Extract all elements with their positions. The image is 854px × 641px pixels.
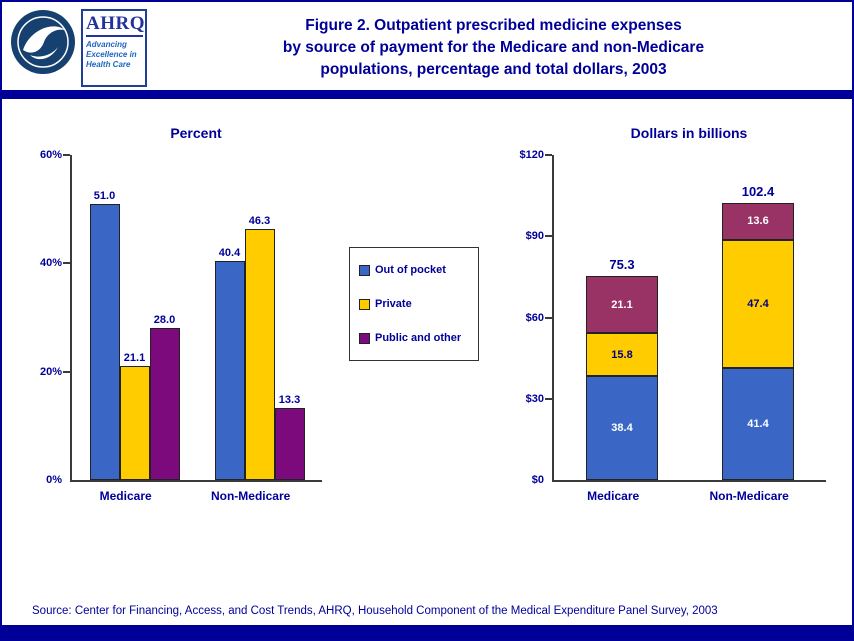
chart-body: $0 $30 $60 $90 $120 75.3 21.1 15.8 38.4 102.4 13.…: [506, 149, 826, 486]
y-axis: $0 $30 $60 $90 $120: [506, 149, 552, 486]
y-axis: 0% 20% 40% 60%: [28, 149, 70, 486]
chart-title: Dollars in billions: [630, 125, 748, 141]
source-note: Source: Center for Financing, Access, an…: [32, 605, 718, 617]
bar-value-label: 13.3: [278, 393, 301, 406]
x-axis-labels: Medicare Non-Medicare: [70, 489, 320, 503]
legend-label: Public and other: [375, 332, 462, 344]
bar-rect-out-of-pocket: [89, 203, 120, 480]
bar-value-label: 21.1: [123, 351, 146, 364]
bar-value-label: 46.3: [248, 215, 271, 228]
legend-swatch: [359, 298, 370, 310]
bar-rect-out-of-pocket: [214, 261, 245, 480]
top-divider-bar: [2, 90, 852, 99]
legend-label: Out of pocket: [375, 264, 446, 276]
segment-out-of-pocket: 38.4: [586, 376, 658, 480]
bar-rect-private: [244, 229, 275, 480]
bar-value-label: 51.0: [93, 189, 116, 202]
y-tick-label: $60: [525, 311, 544, 324]
y-tick-mark: [545, 235, 552, 238]
y-tick-label: 0%: [46, 474, 62, 486]
y-tick-label: 20%: [39, 365, 62, 378]
chart-body: 0% 20% 40% 60% 51.0 21.1 28.0 40.4 46.3 13.3: [28, 149, 322, 486]
chart-title: Percent: [170, 125, 222, 141]
bar-group-non-medicare: 40.4 46.3 13.3: [214, 215, 305, 480]
bar-non-medicare-private: 46.3: [244, 215, 275, 480]
stack-non-medicare: 13.6 47.4 41.4: [722, 202, 794, 480]
segment-private: 15.8: [586, 333, 658, 376]
segment-private: 47.4: [722, 239, 794, 368]
x-axis-label-non-medicare: Non-Medicare: [709, 489, 789, 503]
y-tick-label: 60%: [39, 149, 62, 161]
total-value-label: 102.4: [741, 183, 775, 199]
total-value-label: 75.3: [609, 257, 635, 273]
y-tick-mark: [545, 154, 552, 156]
plot-area: 51.0 21.1 28.0 40.4 46.3 13.3: [63, 154, 322, 482]
ahrq-logo: AHRQ Advancing Excellence in Health Care: [81, 9, 147, 87]
legend-swatch: [359, 332, 370, 344]
bar-value-label: 28.0: [153, 314, 176, 327]
bar-rect-public-and-other: [274, 407, 305, 480]
charts-area: Percent 0% 20% 40% 60% 51.0 21.1 28.0 40.4 46.3…: [2, 99, 852, 503]
legend-item-out-of-pocket: Out of pocket: [359, 264, 469, 276]
plot-area: 75.3 21.1 15.8 38.4 102.4 13.6 47.4 41.4: [545, 154, 826, 482]
ahrq-tagline-line: Excellence in: [86, 50, 137, 59]
logo-area: AHRQ Advancing Excellence in Health Care: [10, 9, 147, 87]
bar-rect-public-and-other: [149, 328, 180, 480]
x-axis-label-medicare: Medicare: [99, 489, 152, 503]
stacked-bar-non-medicare: 102.4 13.6 47.4 41.4: [722, 184, 794, 480]
bar-value-label: 40.4: [218, 247, 241, 260]
legend-item-private: Private: [359, 298, 469, 310]
figure-title: Figure 2. Outpatient prescribed medicine…: [147, 9, 840, 81]
header: AHRQ Advancing Excellence in Health Care…: [2, 2, 852, 90]
x-axis-label-non-medicare: Non-Medicare: [210, 489, 291, 503]
segment-public-and-other: 13.6: [722, 202, 794, 240]
y-tick-label: $0: [531, 474, 544, 486]
legend-item-public-and-other: Public and other: [359, 332, 469, 344]
x-axis-labels: Medicare Non-Medicare: [552, 489, 824, 503]
eagle-icon: [23, 26, 65, 53]
ahrq-tagline-line: Advancing: [86, 40, 127, 49]
bar-medicare-public-and-other: 28.0: [149, 314, 180, 480]
y-tick-mark: [63, 262, 70, 265]
stack-medicare: 21.1 15.8 38.4: [586, 276, 658, 480]
segment-out-of-pocket: 41.4: [722, 367, 794, 480]
percent-bar-chart: Percent 0% 20% 40% 60% 51.0 21.1 28.0 40.4 46.3…: [28, 125, 322, 503]
dollars-stacked-bar-chart: Dollars in billions $0 $30 $60 $90 $120 75.3…: [506, 125, 826, 503]
figure-title-line: by source of payment for the Medicare an…: [282, 39, 705, 56]
x-axis-label-medicare: Medicare: [587, 489, 640, 503]
legend: Out of pocket Private Public and other: [349, 247, 479, 361]
bar-medicare-out-of-pocket: 51.0: [89, 189, 120, 480]
y-tick-mark: [545, 316, 552, 319]
bar-non-medicare-out-of-pocket: 40.4: [214, 247, 245, 480]
ahrq-tagline-line: Health Care: [86, 60, 131, 69]
y-tick-mark: [545, 397, 552, 400]
bar-rect-private: [119, 365, 150, 480]
stacked-bar-medicare: 75.3 21.1 15.8 38.4: [586, 257, 658, 480]
y-tick-label: $30: [525, 392, 544, 405]
hhs-seal-logo: [11, 10, 75, 74]
figure-title-line: Figure 2. Outpatient prescribed medicine…: [305, 17, 682, 34]
bottom-divider-bar: [2, 625, 852, 639]
figure-title-line: populations, percentage and total dollar…: [320, 61, 667, 78]
segment-public-and-other: 21.1: [586, 276, 658, 334]
y-tick-label: $120: [519, 149, 544, 161]
legend-swatch: [359, 264, 370, 276]
bar-group-medicare: 51.0 21.1 28.0: [89, 189, 180, 480]
y-tick-label: $90: [525, 230, 544, 243]
y-tick-mark: [63, 154, 70, 156]
bar-medicare-private: 21.1: [119, 351, 150, 480]
legend-label: Private: [375, 298, 412, 310]
ahrq-acronym: AHRQ: [86, 14, 145, 37]
y-tick-label: 40%: [39, 257, 62, 270]
y-tick-mark: [63, 370, 70, 373]
bar-non-medicare-public-and-other: 13.3: [274, 393, 305, 480]
ahrq-tagline: Advancing Excellence in Health Care: [86, 40, 143, 70]
